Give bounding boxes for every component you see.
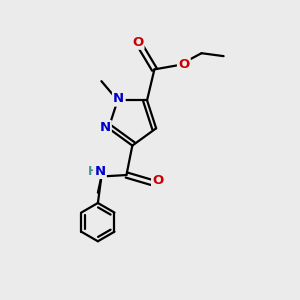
Text: N: N [99,121,111,134]
Text: O: O [132,35,143,49]
Text: H: H [88,165,98,178]
Text: O: O [152,174,164,188]
Text: N: N [113,92,124,105]
Text: N: N [94,165,106,178]
Text: O: O [178,58,190,71]
